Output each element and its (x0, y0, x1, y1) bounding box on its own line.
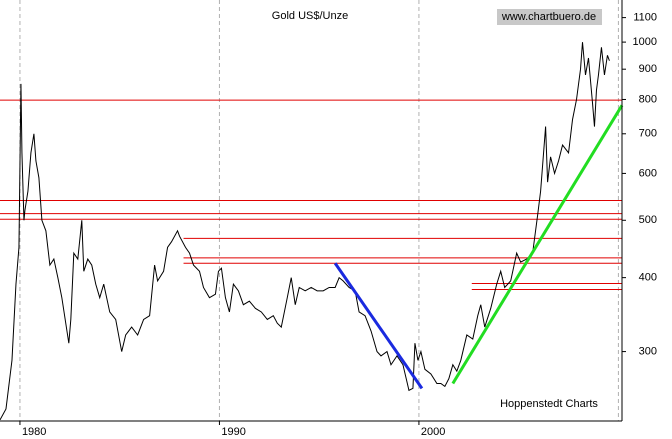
y-tick-label: 900 (639, 63, 657, 75)
chart-title: Gold US$/Unze (272, 10, 348, 22)
source-bg (497, 9, 602, 25)
y-tick-label: 700 (639, 128, 657, 140)
y-tick-label: 500 (639, 214, 657, 226)
y-tick-label: 1000 (633, 36, 657, 48)
y-tick-label: 600 (639, 167, 657, 179)
x-tick-label: 2000 (421, 426, 445, 438)
x-tick-label: 1980 (22, 426, 46, 438)
trend-line (333, 262, 424, 390)
y-tick-label: 300 (639, 345, 657, 357)
y-tick-label: 400 (639, 272, 657, 284)
credit: Hoppenstedt Charts (500, 398, 598, 410)
y-tick-label: 800 (639, 93, 657, 105)
x-tick-label: 1990 (221, 426, 245, 438)
trend-line (451, 104, 624, 385)
source: www.chartbuero.de (501, 11, 596, 23)
y-tick-label: 1100 (633, 12, 657, 24)
